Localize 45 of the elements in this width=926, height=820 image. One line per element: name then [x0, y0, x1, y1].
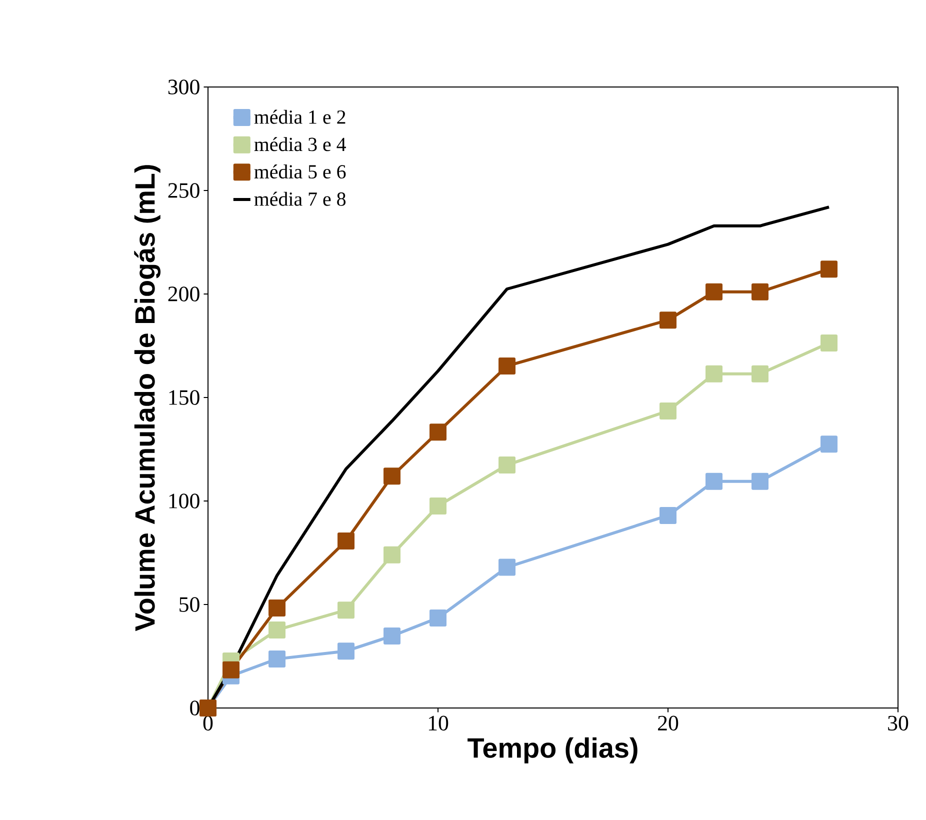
legend-label: média 1 e 2 [254, 110, 346, 124]
point [660, 312, 677, 329]
legend-label: média 5 e 6 [254, 164, 346, 179]
x-tick-label: 20 [658, 716, 678, 731]
x-tick-label: 30 [888, 716, 908, 731]
legend-label: média 3 e 4 [254, 137, 346, 152]
point [268, 621, 286, 638]
x-tick-label: 10 [428, 716, 448, 731]
point [706, 283, 723, 300]
y-tick-label: 0 [190, 700, 200, 716]
point [706, 365, 723, 382]
point [706, 472, 723, 490]
x-axis-title: Tempo (dias) [468, 737, 638, 764]
point [752, 472, 769, 490]
point [384, 546, 401, 564]
point [660, 506, 677, 524]
y-tick-label: 50 [180, 597, 200, 612]
point [498, 358, 516, 375]
point [384, 627, 401, 644]
y-tick-label: 150 [169, 390, 200, 405]
point [268, 600, 286, 617]
point [820, 436, 838, 453]
point [820, 334, 838, 352]
y-axis-title: Volume Acumulado de Biogás (mL) [134, 165, 161, 632]
point [498, 456, 516, 474]
point [660, 402, 677, 420]
point [222, 661, 240, 678]
point [338, 532, 355, 550]
point [384, 468, 401, 485]
point [752, 283, 769, 300]
point [430, 497, 447, 514]
x-tick-label: 0 [203, 716, 213, 731]
y-tick-label: 250 [168, 183, 200, 198]
point [268, 650, 286, 668]
point [752, 365, 769, 382]
legend-label: média 7 e 8 [254, 192, 346, 206]
y-tick-label: 300 [168, 80, 200, 94]
point [430, 609, 447, 626]
point [498, 558, 516, 576]
point [338, 602, 355, 619]
point [338, 642, 355, 660]
y-tick-label: 200 [168, 286, 200, 302]
point [430, 424, 447, 441]
y-tick-label: 100 [169, 494, 200, 508]
point [820, 260, 838, 278]
